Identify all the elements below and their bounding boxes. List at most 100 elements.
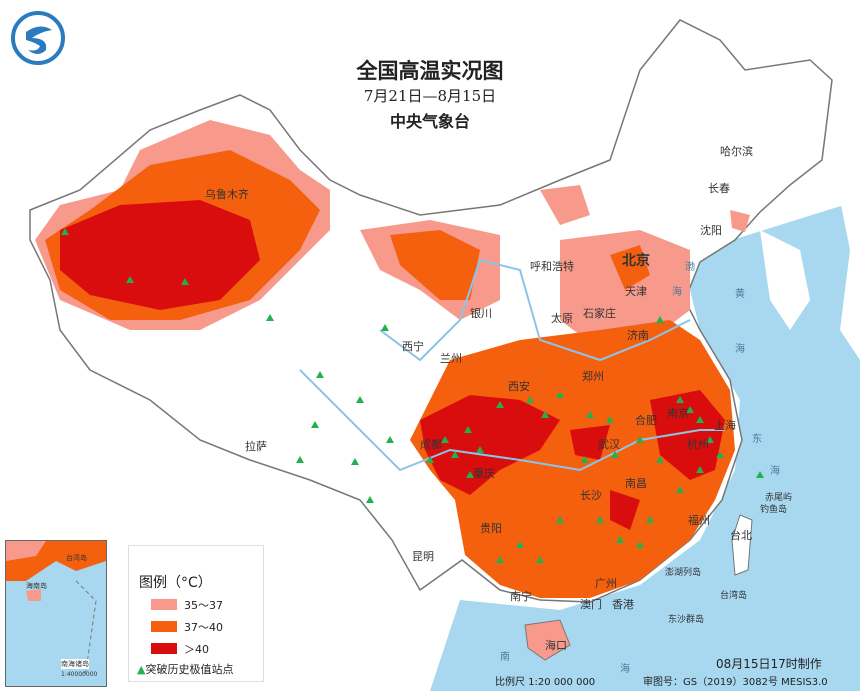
city-label: 哈尔滨 bbox=[720, 145, 753, 158]
island-label: 澎湖列岛 bbox=[665, 568, 702, 578]
record-station-marker bbox=[476, 446, 484, 453]
legend-title: 图例（°C） bbox=[139, 575, 212, 591]
record-station-marker bbox=[556, 516, 564, 523]
city-label: 乌鲁木齐 bbox=[205, 188, 249, 201]
record-station-marker bbox=[366, 496, 374, 503]
record-station-marker bbox=[496, 556, 504, 563]
city-label: 济南 bbox=[627, 329, 649, 342]
record-station-marker bbox=[686, 406, 694, 413]
city-label: 福州 bbox=[688, 514, 710, 527]
record-station-marker bbox=[596, 516, 604, 523]
record-station-marker bbox=[61, 228, 69, 235]
legend: 图例（°C） 35～37 37～40 ＞40 ▲突破历史极值站点 bbox=[128, 545, 264, 682]
city-label: 呼和浩特 bbox=[530, 260, 574, 273]
city-label: 南昌 bbox=[625, 477, 647, 490]
island-label: 东沙群岛 bbox=[668, 615, 705, 625]
record-station-marker bbox=[706, 436, 714, 443]
sea-label: 东 bbox=[752, 434, 762, 445]
city-label: 沈阳 bbox=[700, 224, 722, 237]
south-china-sea-inset: 台湾岛 海南岛 南海诸岛 1:40000000 bbox=[5, 540, 107, 687]
record-station-marker bbox=[266, 314, 274, 321]
yangtze-river bbox=[299, 369, 725, 472]
record-station-marker bbox=[586, 411, 594, 418]
yellow-river bbox=[379, 258, 691, 362]
record-station-marker bbox=[656, 316, 664, 323]
legend-swatch-above-40 bbox=[151, 643, 177, 654]
sea-label: 海 bbox=[770, 466, 780, 477]
record-station-marker bbox=[581, 456, 589, 463]
map-scale: 比例尺 1:20 000 000 bbox=[495, 677, 596, 688]
legend-label: 37～40 bbox=[184, 621, 223, 634]
city-label: 南宁 bbox=[510, 590, 532, 603]
map-title: 全国高温实况图 bbox=[356, 58, 504, 83]
island-label: 台湾岛 bbox=[720, 591, 748, 601]
record-station-marker bbox=[516, 541, 524, 548]
record-station-marker bbox=[611, 451, 619, 458]
record-station-marker bbox=[556, 391, 564, 398]
sea-label: 渤 bbox=[685, 262, 695, 273]
legend-marker-row: ▲突破历史极值站点 bbox=[137, 661, 233, 677]
sea-label: 南 bbox=[500, 652, 510, 663]
record-station-marker bbox=[676, 396, 684, 403]
record-station-marker bbox=[441, 436, 449, 443]
record-station-marker bbox=[496, 401, 504, 408]
legend-swatch-37-40 bbox=[151, 621, 177, 632]
record-station-marker bbox=[316, 371, 324, 378]
city-label: 澳门 bbox=[580, 598, 602, 611]
sea-label: 海 bbox=[620, 664, 630, 675]
record-station-marker bbox=[351, 458, 359, 465]
record-station-marker bbox=[356, 396, 364, 403]
inset-label: 南海诸岛 bbox=[61, 659, 89, 669]
record-station-marker bbox=[381, 324, 389, 331]
record-station-marker bbox=[606, 416, 614, 423]
made-at: 08月15日17时制作 bbox=[716, 657, 822, 671]
agency: 中央气象台 bbox=[389, 112, 470, 131]
legend-label: ＞40 bbox=[184, 643, 209, 656]
city-label: 长沙 bbox=[580, 489, 602, 502]
city-label: 拉萨 bbox=[245, 440, 267, 453]
city-label: 武汉 bbox=[598, 438, 620, 451]
record-station-marker bbox=[541, 411, 549, 418]
record-station-marker bbox=[636, 436, 644, 443]
inset-scale: 1:40000000 bbox=[61, 671, 98, 678]
legend-swatch-35-37 bbox=[151, 599, 177, 610]
triangle-marker-icon: ▲ bbox=[137, 663, 146, 676]
city-label: 长春 bbox=[708, 182, 730, 195]
record-station-marker bbox=[451, 451, 459, 458]
record-station-marker bbox=[296, 456, 304, 463]
city-label: 香港 bbox=[612, 598, 634, 611]
city-label: 天津 bbox=[625, 285, 647, 298]
cma-logo-icon bbox=[10, 10, 66, 66]
city-label: 成都 bbox=[420, 438, 442, 451]
city-label: 郑州 bbox=[582, 370, 604, 383]
taiwan-island bbox=[731, 514, 753, 576]
legend-marker-label: 突破历史极值站点 bbox=[145, 663, 234, 676]
record-station-marker bbox=[464, 426, 472, 433]
record-station-marker bbox=[526, 396, 534, 403]
record-station-marker bbox=[656, 456, 664, 463]
city-label: 台北 bbox=[730, 529, 752, 542]
record-station-marker bbox=[676, 486, 684, 493]
inset-label: 海南岛 bbox=[26, 582, 47, 590]
island-label: 钓鱼岛 bbox=[760, 505, 788, 515]
record-station-marker bbox=[311, 421, 319, 428]
record-station-marker bbox=[181, 278, 189, 285]
record-station-marker bbox=[756, 471, 764, 478]
record-station-marker bbox=[716, 451, 724, 458]
korea-japan-land bbox=[760, 120, 860, 360]
city-label: 广州 bbox=[595, 577, 617, 590]
heat-above-40-areas bbox=[60, 200, 725, 530]
sea-label: 黄 bbox=[735, 289, 745, 300]
inset-label: 台湾岛 bbox=[66, 554, 87, 562]
island-label: 赤尾屿 bbox=[765, 493, 793, 503]
record-station-marker bbox=[536, 556, 544, 563]
sea-area bbox=[430, 200, 860, 691]
city-label: 石家庄 bbox=[583, 307, 616, 320]
city-label: 兰州 bbox=[440, 352, 462, 365]
date-range: 7月21日—8月15日 bbox=[363, 87, 497, 105]
city-label: 贵阳 bbox=[480, 522, 502, 535]
record-station-marker bbox=[616, 536, 624, 543]
record-station-marker bbox=[696, 416, 704, 423]
city-label: 银川 bbox=[470, 307, 492, 320]
